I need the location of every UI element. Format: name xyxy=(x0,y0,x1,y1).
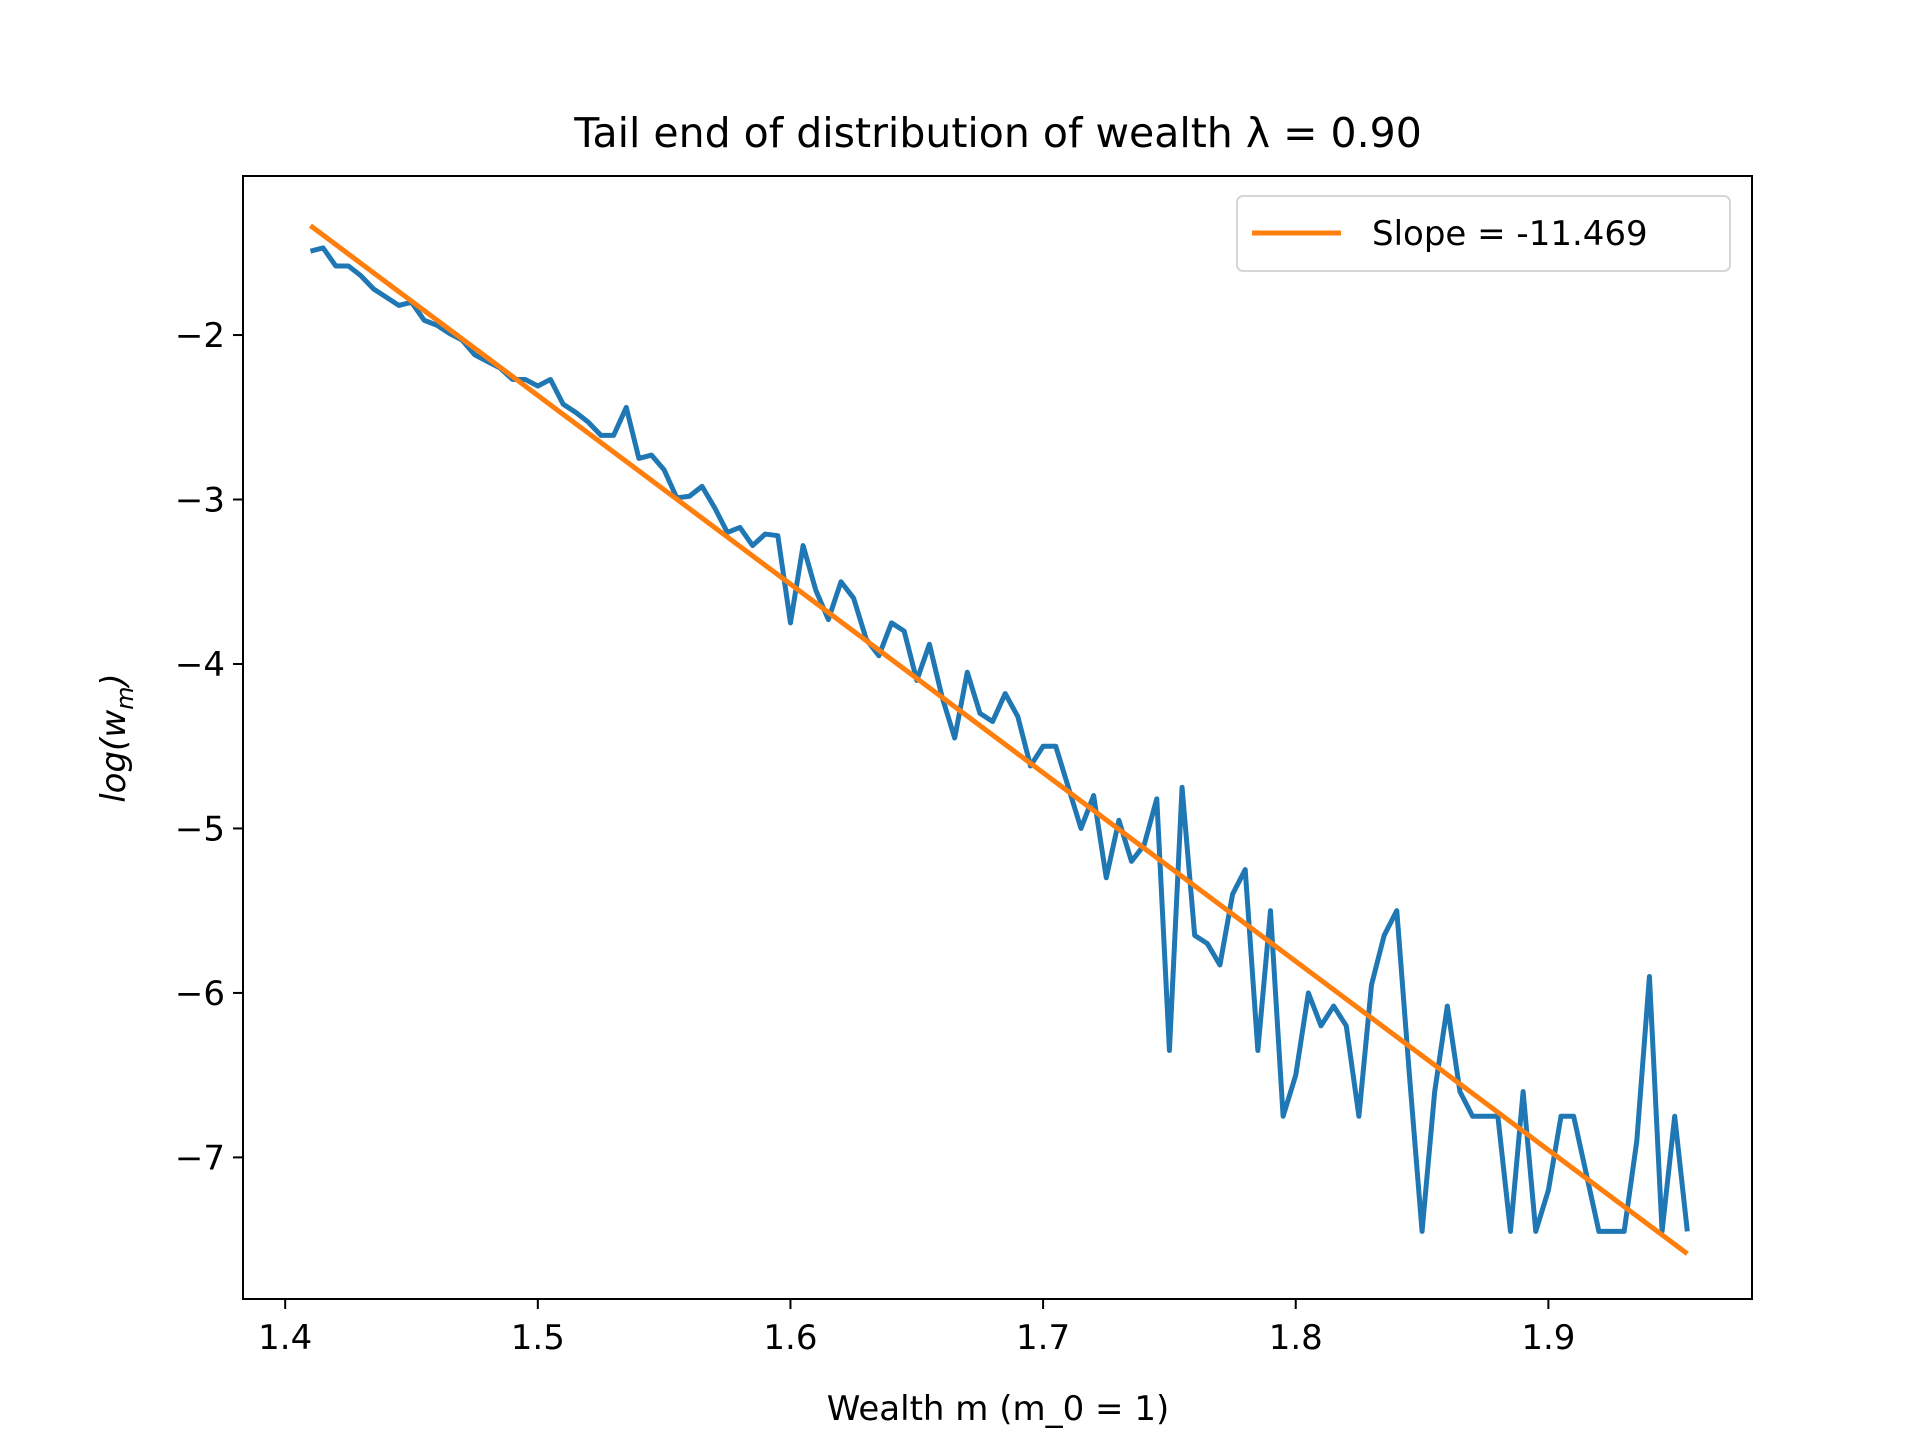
x-axis-label: Wealth m (m_0 = 1) xyxy=(827,1389,1169,1429)
x-tick-label: 1.4 xyxy=(258,1318,312,1358)
y-tick-label: −5 xyxy=(175,809,225,849)
y-tick-label: −3 xyxy=(175,481,225,521)
series-line xyxy=(308,223,1689,1256)
y-label-main: log(w xyxy=(94,710,134,803)
axes-frame xyxy=(242,175,1753,1300)
series-line xyxy=(309,245,1690,1234)
x-tick-label: 1.6 xyxy=(763,1318,817,1358)
x-tick-label: 1.7 xyxy=(1016,1318,1070,1358)
y-label-sub: m xyxy=(111,686,139,709)
x-tick-label: 1.8 xyxy=(1269,1318,1323,1358)
chart-title: Tail end of distribution of wealth λ = 0… xyxy=(573,109,1422,157)
y-tick-label: −7 xyxy=(175,1138,225,1178)
y-tick-label: −2 xyxy=(175,316,225,356)
legend-box xyxy=(1236,195,1731,272)
y-tick-label: −6 xyxy=(175,974,225,1014)
y-label-close: ) xyxy=(94,673,134,689)
legend-label: Slope = -11.469 xyxy=(1372,214,1648,254)
x-tick-label: 1.5 xyxy=(511,1318,565,1358)
y-axis-label: log(wm) xyxy=(94,673,139,803)
y-tick-label: −4 xyxy=(175,645,225,685)
x-tick-label: 1.9 xyxy=(1521,1318,1575,1358)
